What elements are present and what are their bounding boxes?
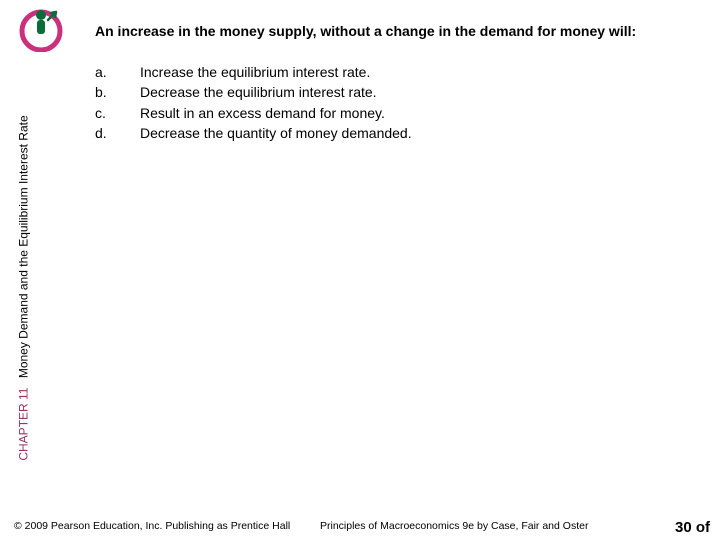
slide: An increase in the money supply, without…: [0, 0, 720, 540]
option-letter: a.: [95, 62, 140, 82]
option-letter: b.: [95, 82, 140, 102]
option-row: a. Increase the equilibrium interest rat…: [95, 62, 700, 82]
footer-copyright: © 2009 Pearson Education, Inc. Publishin…: [14, 520, 290, 532]
sidebar-text: CHAPTER 11 Money Demand and the Equilibr…: [17, 115, 31, 460]
question-content: An increase in the money supply, without…: [95, 23, 636, 39]
chapter-sidebar-label: CHAPTER 11 Money Demand and the Equilibr…: [14, 88, 34, 488]
option-text: Increase the equilibrium interest rate.: [140, 62, 700, 82]
publisher-logo-icon: [18, 6, 64, 52]
options-list: a. Increase the equilibrium interest rat…: [95, 62, 700, 143]
page-number: 30 of: [675, 520, 710, 537]
chapter-number: CHAPTER 11: [17, 388, 31, 461]
option-row: d. Decrease the quantity of money demand…: [95, 123, 700, 143]
option-row: b. Decrease the equilibrium interest rat…: [95, 82, 700, 102]
footer-book-title: Principles of Macroeconomics 9e by Case,…: [320, 520, 588, 532]
option-text: Decrease the quantity of money demanded.: [140, 123, 700, 143]
option-letter: d.: [95, 123, 140, 143]
option-row: c. Result in an excess demand for money.: [95, 103, 700, 123]
chapter-title: Money Demand and the Equilibrium Interes…: [17, 115, 31, 378]
question-text: An increase in the money supply, without…: [95, 22, 700, 41]
option-letter: c.: [95, 103, 140, 123]
option-text: Decrease the equilibrium interest rate.: [140, 82, 700, 102]
option-text: Result in an excess demand for money.: [140, 103, 700, 123]
